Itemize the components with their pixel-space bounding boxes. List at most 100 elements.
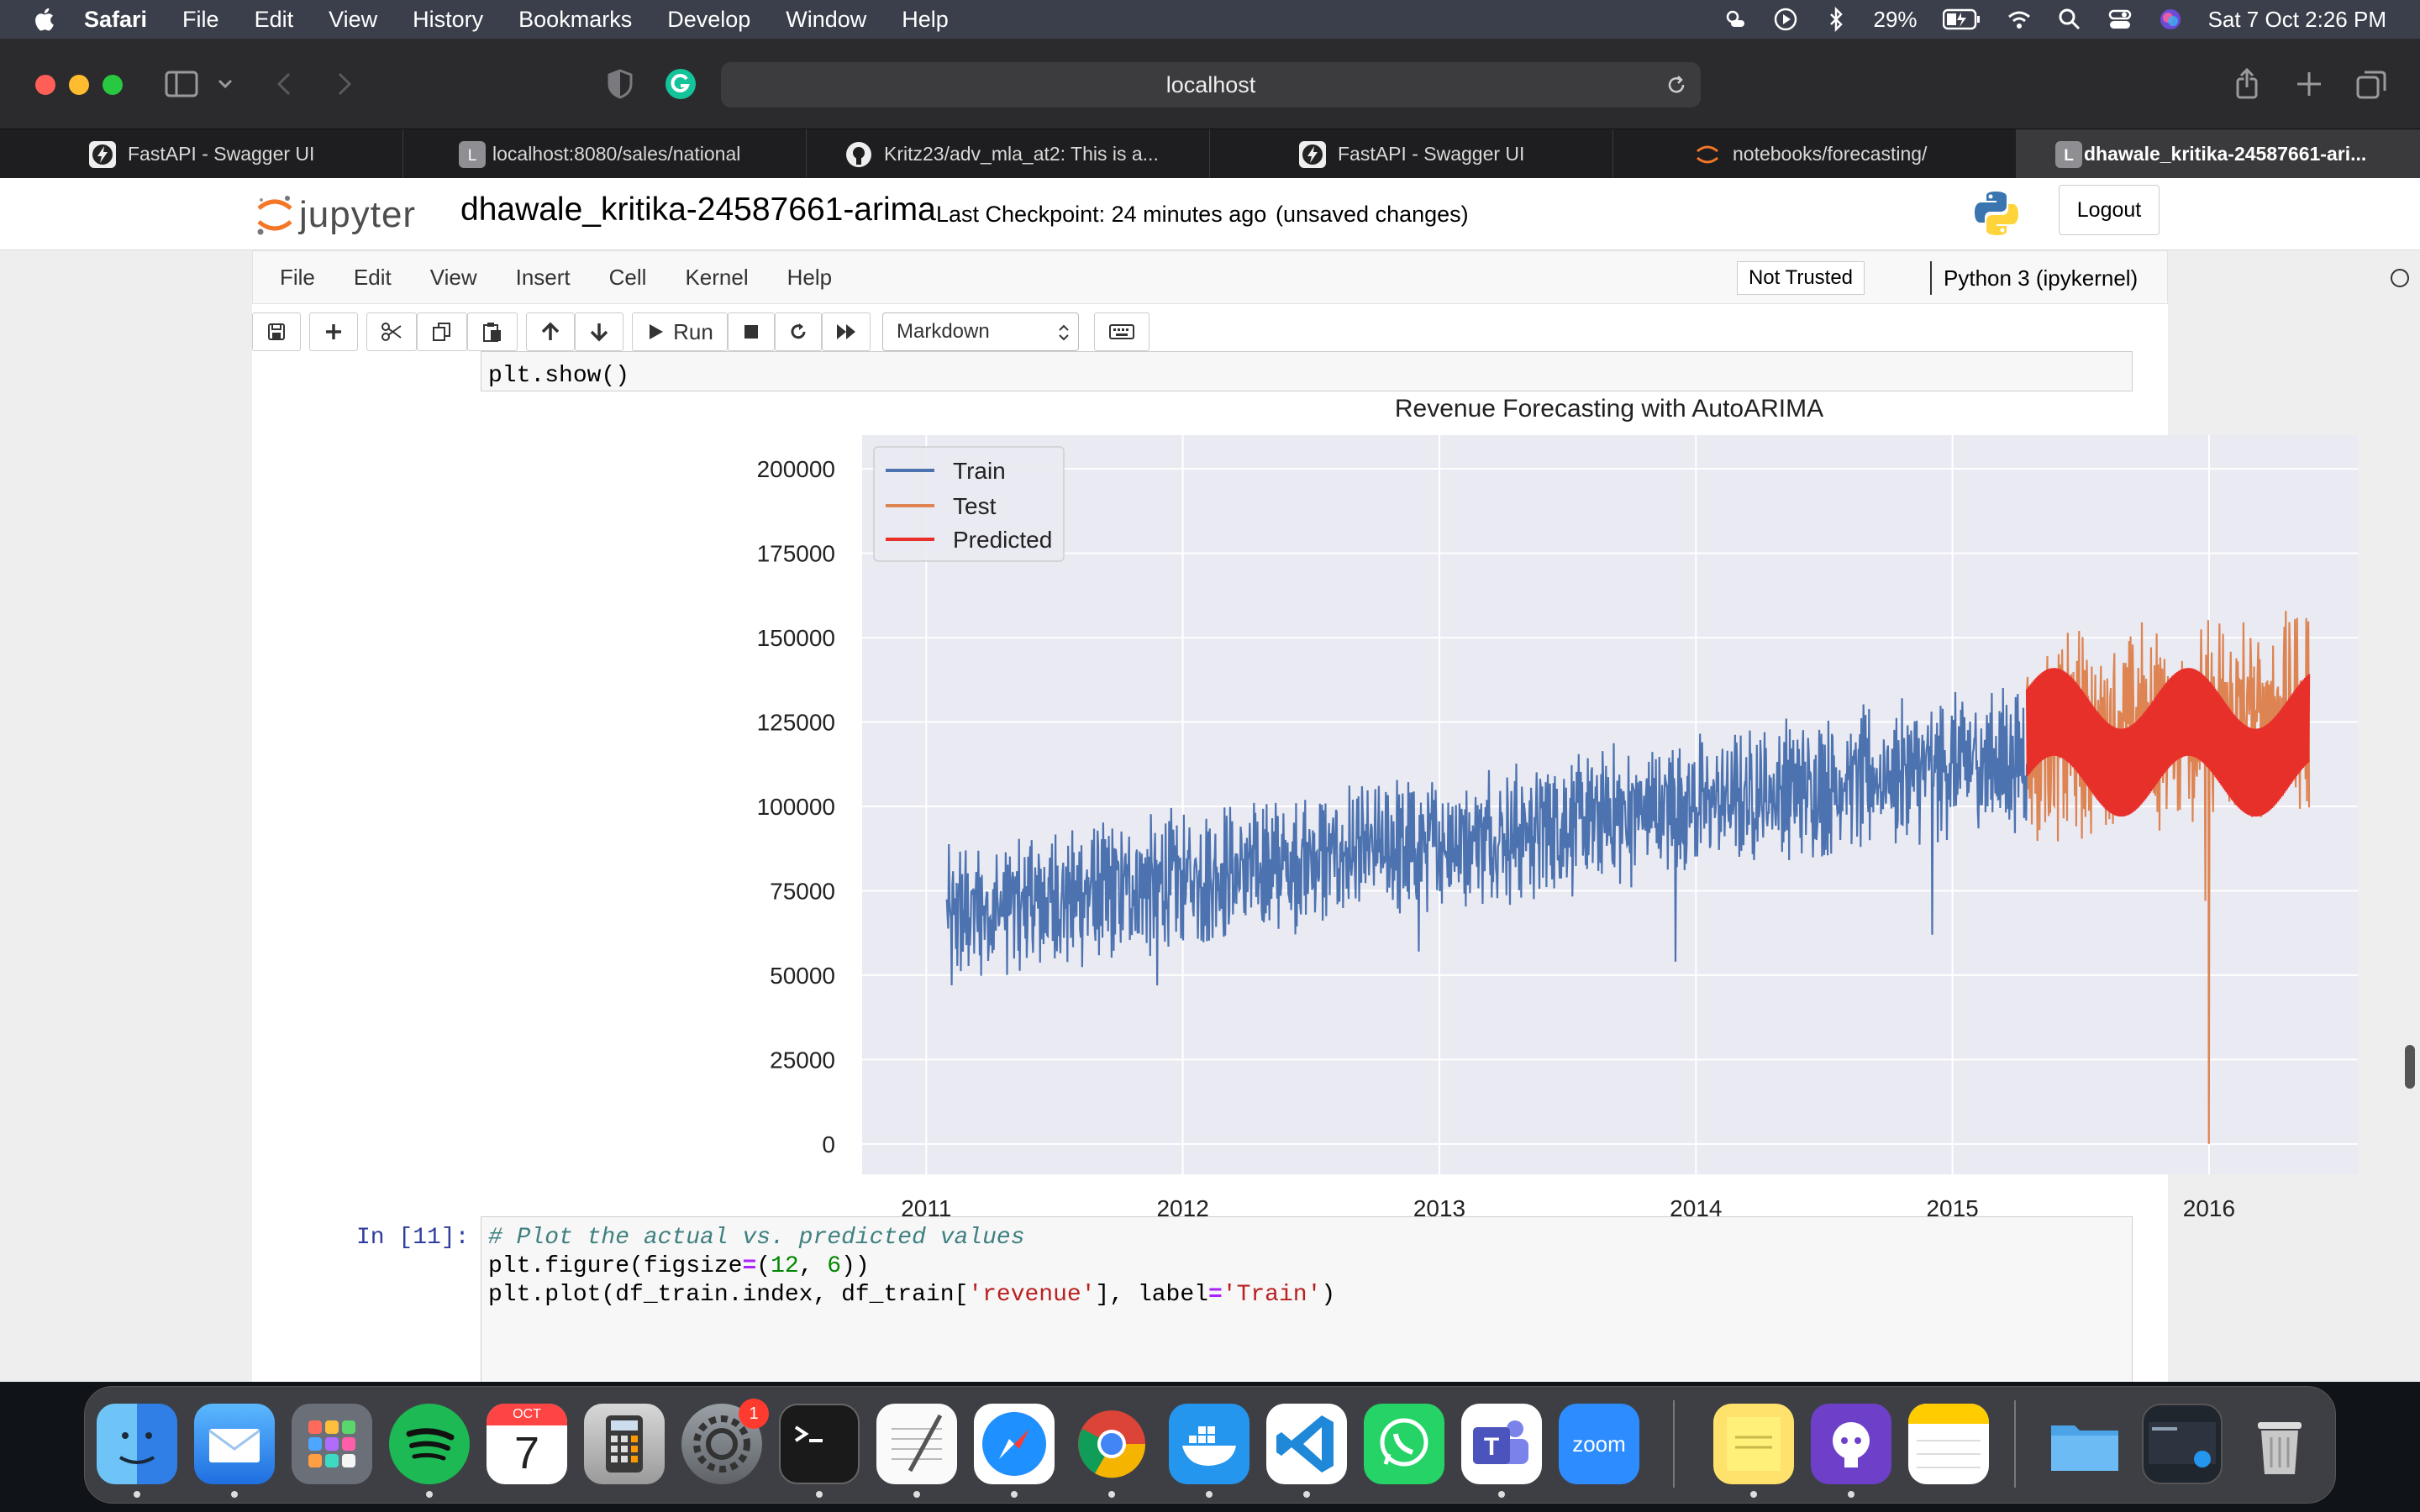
window-minimize-button[interactable] [69,75,89,95]
reload-icon[interactable] [1665,74,1687,96]
finder-dock-icon[interactable] [97,1404,177,1484]
address-bar[interactable]: localhost [721,62,1701,108]
browser-tab-arima-notebook[interactable]: L dhawale_kritika-24587661-ari... [2017,129,2420,178]
vscode-dock-icon[interactable] [1266,1404,1347,1484]
menu-history[interactable]: History [413,6,484,32]
window-close-button[interactable] [35,75,55,95]
code-string: 'revenue' [968,1282,1096,1308]
menu-bar-clock[interactable]: Sat 7 Oct 2:26 PM [2207,6,2386,32]
logout-button[interactable]: Logout [2059,185,2160,235]
stickies-dock-icon[interactable] [1713,1404,1794,1484]
interrupt-kernel-button[interactable] [728,312,775,351]
back-arrow-icon[interactable] [269,67,302,101]
weather-icon[interactable] [1723,7,1748,32]
code-cell-in-11[interactable]: # Plot the actual vs. predicted values p… [481,1216,2133,1382]
save-button[interactable] [252,312,301,351]
menu-help[interactable]: Help [902,6,949,32]
play-circle-icon[interactable] [1773,7,1798,32]
notification-badge: 1 [739,1399,769,1429]
wifi-icon[interactable] [2007,7,2032,32]
browser-tab-notebooks-forecasting[interactable]: notebooks/forecasting/ [1613,129,2017,178]
running-indicator [1750,1491,1757,1498]
move-cell-up-button[interactable] [526,312,575,351]
grammarly-extension-icon[interactable] [664,67,697,101]
jupyter-logo[interactable]: jupyter [255,193,416,237]
svg-text:L: L [2064,147,2074,165]
restart-run-all-button[interactable] [822,312,871,351]
run-cell-button[interactable]: Run [632,312,728,351]
calendar-dock-icon[interactable]: OCT 7 [487,1404,567,1484]
save-icon [268,323,285,340]
system-preferences-dock-icon[interactable]: 1 [681,1399,769,1484]
browser-tab-github-repo[interactable]: Kritz23/adv_mla_at2: This is a... [807,129,1210,178]
new-tab-plus-icon[interactable] [2292,67,2326,101]
nb-menu-edit[interactable]: Edit [353,264,392,290]
privacy-shield-icon[interactable] [603,67,637,101]
y-tick-label: 175000 [757,541,835,567]
apple-icon[interactable] [32,7,55,32]
nb-menu-help[interactable]: Help [786,264,833,290]
battery-charging-icon[interactable] [1942,8,1981,30]
nb-menu-cell[interactable]: Cell [608,264,647,290]
code-operator: = [1207,1282,1223,1308]
move-cell-down-button[interactable] [575,312,623,351]
tab-overview-icon[interactable] [2354,67,2388,101]
spotify-dock-icon[interactable] [389,1404,470,1484]
kernel-name[interactable]: Python 3 (ipykernel) [1930,261,2138,295]
page-scrollbar-thumb[interactable] [2405,1045,2415,1089]
control-center-icon[interactable] [2107,7,2133,32]
spotlight-search-icon[interactable] [2057,7,2082,32]
envelope-icon [208,1429,260,1462]
notes-dock-icon[interactable] [1908,1404,1989,1484]
teams-dock-icon[interactable]: T [1461,1404,1542,1484]
nb-menu-view[interactable]: View [429,264,477,290]
terminal-dock-icon[interactable] [779,1404,860,1484]
nb-menu-kernel[interactable]: Kernel [685,264,749,290]
cut-cell-button[interactable] [366,312,417,351]
calculator-dock-icon[interactable] [584,1404,665,1484]
code-number: 12 [771,1253,799,1279]
menu-edit[interactable]: Edit [254,6,294,32]
not-trusted-button[interactable]: Not Trusted [1737,261,1865,295]
github-desktop-dock-icon[interactable] [1811,1404,1891,1484]
cell-type-select[interactable]: Markdown [882,312,1079,351]
nb-menu-insert[interactable]: Insert [515,264,571,290]
chevron-down-icon[interactable] [215,67,235,101]
menu-window[interactable]: Window [786,6,867,32]
recent-window-dock-icon[interactable] [2142,1404,2223,1484]
scissors-icon [381,323,402,341]
downloads-folder-dock-icon[interactable] [2044,1404,2125,1484]
paste-cell-button[interactable] [467,312,518,351]
safari-dock-icon[interactable] [974,1404,1055,1484]
menu-view[interactable]: View [329,6,378,32]
siri-icon[interactable] [2158,7,2183,32]
address-bar-url: localhost [1165,71,1256,97]
share-icon[interactable] [2230,67,2264,101]
zoom-dock-icon[interactable]: zoom [1559,1404,1639,1484]
browser-tab-fastapi-1[interactable]: FastAPI - Swagger UI [0,129,403,178]
insert-cell-button[interactable] [309,312,358,351]
menu-develop[interactable]: Develop [667,6,751,32]
browser-tab-fastapi-2[interactable]: FastAPI - Swagger UI [1210,129,1613,178]
window-zoom-button[interactable] [103,75,123,95]
textedit-dock-icon[interactable] [876,1404,957,1484]
browser-tab-sales-national[interactable]: L localhost:8080/sales/national [403,129,807,178]
notebook-title[interactable]: dhawale_kritika-24587661-arima [460,192,936,228]
command-palette-button[interactable] [1094,312,1150,351]
mail-dock-icon[interactable] [194,1404,275,1484]
whatsapp-dock-icon[interactable] [1364,1404,1444,1484]
menu-file[interactable]: File [182,6,219,32]
nb-menu-file[interactable]: File [280,264,315,290]
restart-kernel-button[interactable] [775,312,822,351]
bluetooth-icon[interactable] [1823,7,1849,32]
previous-code-cell[interactable]: plt.show() [481,351,2133,391]
trash-dock-icon[interactable] [2239,1404,2320,1484]
menu-app-safari[interactable]: Safari [84,6,148,32]
chrome-dock-icon[interactable] [1071,1404,1152,1484]
docker-dock-icon[interactable] [1169,1404,1249,1484]
launchpad-dock-icon[interactable] [292,1404,372,1484]
forward-arrow-icon[interactable] [326,67,360,101]
sidebar-toggle-icon[interactable] [165,67,198,101]
menu-bookmarks[interactable]: Bookmarks [518,6,633,32]
copy-cell-button[interactable] [417,312,467,351]
